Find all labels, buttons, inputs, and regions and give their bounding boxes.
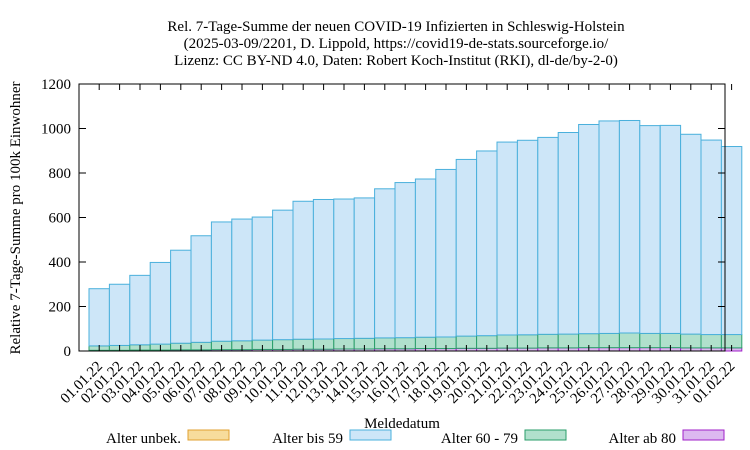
bar-alter-bis-59-27 [618, 119, 641, 334]
bar-alter-bis-59-11 [292, 200, 314, 340]
bar-alter-bis-59-4 [149, 261, 172, 345]
chart-title-line-1: Rel. 7-Tage-Summe der neuen COVID-19 Inf… [167, 19, 625, 35]
bar-alter-bis-59-5 [170, 249, 192, 344]
legend-label: Alter bis 59 [272, 431, 343, 447]
bar-alter-bis-59-12 [312, 198, 335, 340]
chart-title: Rel. 7-Tage-Summe der neuen COVID-19 Inf… [167, 19, 625, 69]
legend-swatch [187, 429, 230, 441]
bar-alter-bis-59-10 [272, 209, 294, 341]
bars-layer [88, 119, 743, 352]
legend-swatch [682, 429, 725, 441]
bar-alter-bis-59-24 [557, 132, 580, 335]
legend-label: Alter 60 - 79 [441, 431, 518, 447]
bar-alter-bis-59-29 [659, 124, 682, 334]
plot-frame [78, 83, 726, 352]
y-axis: 0 200 400 600 800 1000 1200 [41, 77, 725, 360]
legend-swatch [524, 429, 567, 441]
bar-alter-bis-59-14 [353, 197, 376, 339]
bar-alter-bis-59-13 [333, 198, 355, 340]
bar-alter-bis-59-15 [374, 188, 396, 339]
bar-alter-bis-59-16 [394, 182, 416, 339]
bar-alter-bis-59-32 [720, 146, 743, 336]
bar-alter-bis-59-8 [231, 218, 253, 342]
legend: Alter unbek. Alter bis 59 Alter 60 - 79 Alt… [106, 429, 725, 447]
bar-alter-bis-59-30 [680, 133, 702, 335]
bar-alter-bis-59-7 [210, 221, 233, 342]
y-axis-label: Relative 7-Tage-Summe pro 100k Einwohner [8, 81, 24, 354]
bar-alter-bis-59-6 [190, 235, 212, 343]
chart-title-line-2: (2025-03-09/2201, D. Lippold, https://co… [184, 36, 609, 52]
bar-alter-bis-59-9 [251, 216, 274, 341]
bar-alter-bis-59-31 [700, 139, 722, 336]
y-tick-label: 200 [49, 300, 72, 316]
bar-alter-bis-59-2 [108, 283, 131, 346]
bar-alter-bis-59-20 [476, 150, 498, 337]
y-tick-label: 400 [49, 255, 72, 271]
y-tick-label: 1000 [41, 122, 71, 138]
y-tick-label: 0 [64, 344, 72, 360]
bar-alter-bis-59-22 [516, 139, 539, 336]
bar-alter-bis-59-28 [639, 125, 661, 334]
chart-title-line-3: Lizenz: CC BY-ND 4.0, Daten: Robert Koch… [174, 53, 618, 69]
legend-swatch [349, 429, 392, 441]
y-tick-label: 800 [49, 166, 72, 182]
y-tick-label: 1200 [41, 77, 71, 93]
bar-alter-bis-59-26 [598, 120, 620, 334]
bar-alter-bis-59-21 [496, 141, 518, 336]
legend-label: Alter ab 80 [609, 431, 676, 447]
bar-alter-bis-59-19 [455, 158, 478, 337]
bar-alter-bis-59-17 [414, 178, 437, 338]
bar-alter-bis-59-23 [537, 136, 559, 335]
bar-alter-bis-59-25 [578, 123, 600, 335]
x-axis-label: Meldedatum [364, 416, 440, 432]
bar-alter-bis-59-1 [88, 288, 110, 347]
y-tick-label: 600 [49, 211, 72, 227]
bar-alter-bis-59-18 [435, 168, 457, 338]
legend-label: Alter unbek. [106, 431, 181, 447]
bar-alter-bis-59-3 [129, 274, 151, 346]
